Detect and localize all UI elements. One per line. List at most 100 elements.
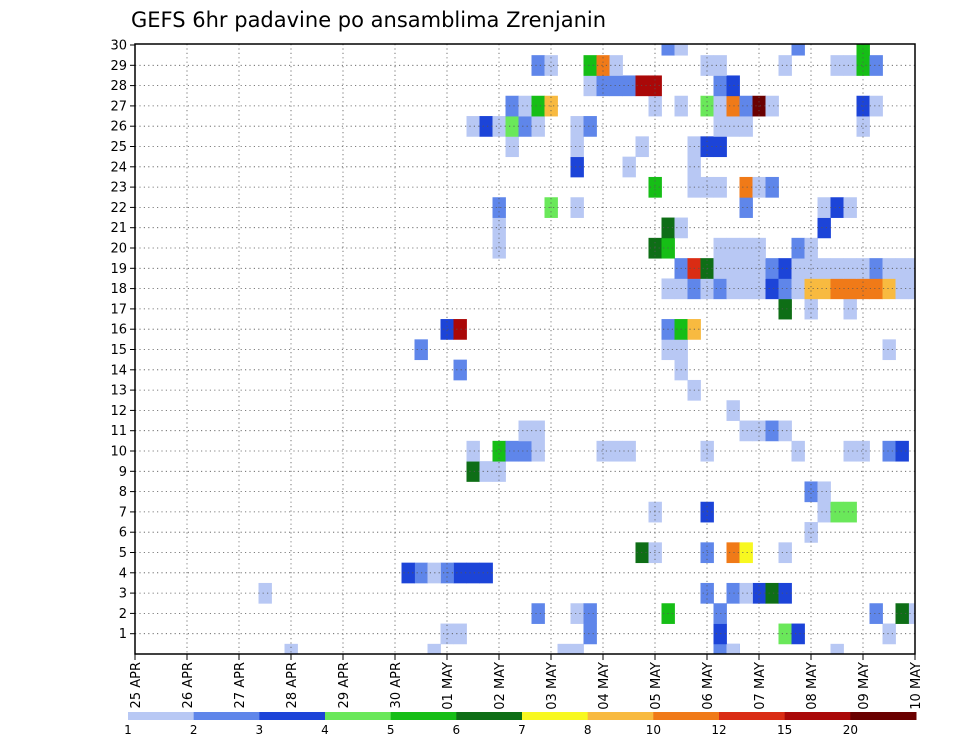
precip-cell <box>453 562 467 584</box>
colorbar-swatch <box>522 712 589 720</box>
precip-cell <box>583 55 597 76</box>
x-tick-label: 02 MAY <box>493 662 508 710</box>
precip-cell <box>596 440 610 462</box>
precip-cell <box>791 44 805 56</box>
precip-cell <box>778 298 792 320</box>
y-tick-label: 9 <box>119 465 127 480</box>
precip-cell <box>726 75 740 97</box>
x-tick-label: 26 APR <box>181 662 196 708</box>
y-tick-label: 19 <box>110 262 127 277</box>
precip-cell <box>843 197 857 218</box>
x-tick-label: 05 MAY <box>649 662 664 710</box>
precip-cell <box>778 623 792 645</box>
precip-cell <box>726 582 740 604</box>
colorbar-label: 1 <box>124 723 132 737</box>
precip-cell <box>453 623 467 645</box>
precip-cell <box>479 461 493 482</box>
y-tick-label: 13 <box>110 384 127 399</box>
colorbar-swatch <box>719 712 786 720</box>
precip-cell <box>453 319 467 340</box>
x-tick-label: 09 MAY <box>857 662 872 710</box>
precip-cell <box>739 258 753 279</box>
precip-cell <box>596 55 610 76</box>
precip-cell <box>882 339 896 361</box>
precip-cell <box>726 258 740 279</box>
precip-cell <box>752 582 766 604</box>
precip-cell <box>830 278 844 300</box>
precip-cell <box>830 55 844 76</box>
precip-cell <box>466 461 480 482</box>
precip-cell <box>895 258 909 279</box>
precip-cell <box>466 116 480 137</box>
x-tick-label: 06 MAY <box>701 662 716 710</box>
precip-cell <box>622 75 636 97</box>
precip-cell <box>882 440 896 462</box>
precip-cell <box>739 278 753 300</box>
x-tick-label: 04 MAY <box>597 662 612 710</box>
precip-cell <box>869 603 883 624</box>
x-tick-label: 30 APR <box>389 662 404 708</box>
y-tick-label: 12 <box>110 404 127 419</box>
x-tick-label: 25 APR <box>129 662 144 708</box>
x-tick-label: 10 MAY <box>909 662 924 710</box>
precip-cell <box>908 603 916 624</box>
colorbar-label: 3 <box>256 723 264 737</box>
precip-cell <box>739 116 753 137</box>
precip-cell <box>622 440 636 462</box>
y-tick-label: 21 <box>110 221 127 236</box>
precip-cell <box>830 501 844 523</box>
x-tick-label: 28 APR <box>285 662 300 708</box>
precip-cell <box>479 562 493 584</box>
precip-cell <box>726 278 740 300</box>
precip-cell <box>843 278 857 300</box>
precipitation-cells <box>258 44 916 655</box>
precip-cell <box>778 55 792 76</box>
precip-cell <box>908 278 916 300</box>
precip-cell <box>284 643 298 655</box>
y-tick-label: 10 <box>110 445 127 460</box>
colorbar-swatch <box>128 712 195 720</box>
precip-cell <box>739 197 753 218</box>
precip-cell <box>817 217 831 239</box>
precip-cell <box>739 542 753 564</box>
precip-cell <box>531 95 545 117</box>
colorbar-label: 7 <box>518 723 526 737</box>
precip-cell <box>531 420 545 442</box>
precip-cell <box>726 400 740 421</box>
precip-cell <box>531 603 545 624</box>
precip-cell <box>726 237 740 259</box>
precip-cell <box>739 420 753 442</box>
precip-cell <box>869 55 883 76</box>
precip-cell <box>778 420 792 442</box>
colorbar-label: 15 <box>777 723 792 737</box>
precip-cell <box>791 278 805 300</box>
precip-cell <box>765 420 779 442</box>
precip-cell <box>843 258 857 279</box>
y-tick-label: 2 <box>119 607 127 622</box>
precip-cell <box>804 481 818 503</box>
precip-cell <box>869 258 883 279</box>
colorbar-swatch <box>325 712 392 720</box>
colorbar-swatch <box>456 712 523 720</box>
precip-cell <box>726 116 740 137</box>
colorbar-swatch <box>653 712 720 720</box>
precip-cell <box>726 542 740 564</box>
precip-cell <box>778 278 792 300</box>
precip-cell <box>791 440 805 462</box>
precip-cell <box>817 481 831 503</box>
precip-cell <box>570 643 584 655</box>
precip-cell <box>583 603 597 624</box>
y-tick-label: 29 <box>110 59 127 74</box>
y-tick-label: 28 <box>110 79 127 94</box>
y-tick-label: 25 <box>110 140 127 155</box>
precip-cell <box>752 176 766 198</box>
precip-cell <box>908 258 916 279</box>
precip-cell <box>778 542 792 564</box>
chart-title: GEFS 6hr padavine po ansamblima Zrenjani… <box>131 8 606 32</box>
y-tick-label: 11 <box>110 424 127 439</box>
precip-cell <box>427 643 441 655</box>
precip-cell <box>505 136 519 158</box>
precip-cell <box>765 95 779 117</box>
colorbar-label: 8 <box>584 723 592 737</box>
precip-cell <box>778 582 792 604</box>
